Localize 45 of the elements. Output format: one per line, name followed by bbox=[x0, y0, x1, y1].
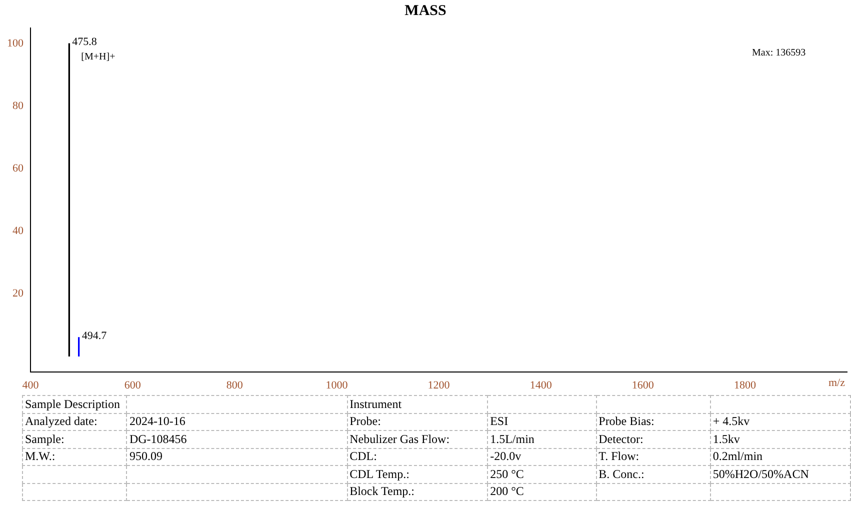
text: M.W.: bbox=[25, 449, 56, 464]
x-tick-label: 1800 bbox=[734, 379, 756, 392]
text: 950.09 bbox=[129, 449, 162, 464]
text: Nebulizer Gas Flow: bbox=[350, 432, 450, 446]
text: 1.5L/min bbox=[490, 432, 534, 446]
text: Probe Bias: bbox=[598, 414, 654, 428]
y-tick-label: 100 bbox=[7, 38, 24, 50]
text: DG-108456 bbox=[129, 432, 187, 446]
text: 200 °C bbox=[490, 484, 524, 498]
text: 250 °C bbox=[490, 466, 524, 481]
text: 2024-10-16 bbox=[129, 414, 186, 428]
text: + 4.5kv bbox=[712, 414, 750, 428]
text: Instrument bbox=[350, 396, 402, 411]
y-tick-label: 20 bbox=[12, 288, 24, 300]
text: Probe: bbox=[350, 414, 381, 428]
y-tick-label: 80 bbox=[12, 100, 24, 112]
annotation: [M+H]+ bbox=[81, 51, 116, 62]
text: 0.2ml/min bbox=[712, 449, 763, 464]
text: Detector: bbox=[598, 432, 644, 446]
text: CDL: bbox=[350, 449, 377, 464]
text: ESI bbox=[490, 414, 508, 428]
text: 50%H2O/50%ACN bbox=[712, 466, 809, 481]
x-tick-label: 400 bbox=[22, 379, 40, 392]
text: 1.5kv bbox=[712, 432, 740, 446]
annotation: 494.7 bbox=[82, 330, 108, 342]
x-tick-label: 1600 bbox=[632, 379, 654, 392]
text: -20.0v bbox=[490, 449, 522, 464]
x-axis-title: m/z bbox=[828, 377, 846, 390]
annotation: Max: 136593 bbox=[752, 48, 806, 59]
y-tick-label: 40 bbox=[12, 225, 24, 238]
x-tick-label: 1000 bbox=[326, 379, 348, 392]
annotation: 475.8 bbox=[72, 36, 98, 48]
text: B. Conc.: bbox=[598, 466, 644, 481]
x-tick-label: 800 bbox=[226, 379, 244, 392]
text: CDL Temp.: bbox=[350, 466, 410, 481]
x-tick-label: 1400 bbox=[530, 379, 552, 392]
text: Sample: bbox=[25, 432, 64, 446]
y-tick-label: 60 bbox=[12, 162, 24, 175]
text: Analyzed date: bbox=[25, 414, 98, 428]
x-tick-label: 600 bbox=[124, 379, 142, 392]
chart-title: MASS bbox=[404, 2, 446, 19]
text: Sample Description bbox=[25, 396, 120, 411]
x-tick-label: 1200 bbox=[428, 379, 450, 392]
text: T. Flow: bbox=[598, 449, 640, 464]
text: Block Temp.: bbox=[350, 484, 415, 498]
